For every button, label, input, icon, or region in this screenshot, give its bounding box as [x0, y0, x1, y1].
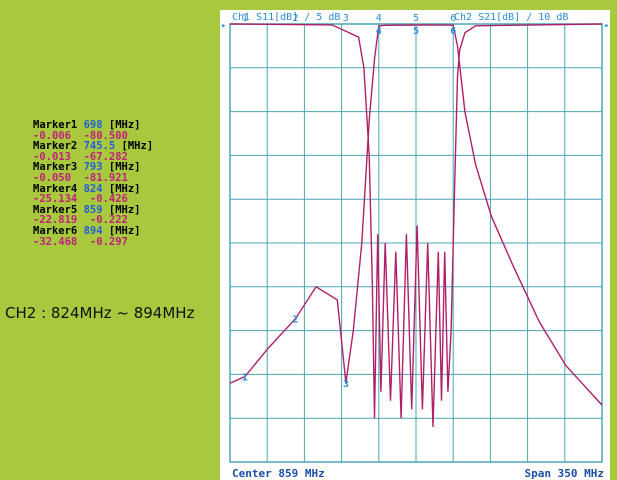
marker-label-6: 6	[450, 26, 456, 37]
trace-s11	[230, 23, 602, 428]
marker-value-s21: -0.297	[89, 235, 128, 248]
marker-top-label-6: 6	[450, 13, 456, 24]
marker-unit: [MHz]	[121, 140, 154, 153]
marker-unit: [MHz]	[108, 224, 141, 237]
marker-value-s11: -22.819	[33, 214, 78, 227]
marker-unit: [MHz]	[108, 203, 141, 216]
marker-unit: [MHz]	[108, 161, 141, 174]
marker-value-s11: -0.006	[33, 129, 71, 142]
reference-marker-left: ▸	[221, 21, 226, 31]
marker-readout-4: Marker4 824 [MHz] -25.134 -0.426	[33, 182, 213, 206]
span-label: Span 350 MHz	[524, 467, 604, 480]
marker-frequency: 859	[83, 203, 103, 216]
marker-unit: [MHz]	[108, 119, 141, 131]
marker-top-label-2: 2	[292, 13, 298, 24]
marker-value-s21: -67.282	[83, 150, 128, 163]
marker-readout-3: Marker3 793 [MHz] -0.050 -81.921	[33, 162, 213, 183]
marker-frequency: 698	[83, 119, 103, 131]
band-label: CH2 : 824MHz ~ 894MHz	[5, 304, 195, 322]
vna-plot: ▸ ◂ 1 1 2 2 3 3 4 4 5 5 6 6	[221, 13, 608, 463]
marker-name: Marker3	[33, 161, 78, 174]
marker-label-3: 3	[343, 379, 349, 390]
marker-readout-2: Marker2 745.5 [MHz] -0.013 -67.282	[33, 141, 213, 162]
marker-unit: [MHz]	[108, 182, 141, 195]
marker-readout-panel: Marker1 698 [MHz] -0.006 -80.500 Marker2…	[33, 120, 213, 247]
marker-readout-6: Marker6 894 [MHz] -32.468 -0.297	[33, 226, 213, 247]
marker-label-5: 5	[413, 26, 419, 37]
marker-frequency: 793	[83, 161, 103, 174]
marker-readout-1: Marker1 698 [MHz] -0.006 -80.500	[33, 120, 213, 141]
marker-frequency: 745.5	[83, 140, 116, 153]
trace-s21	[230, 24, 602, 406]
marker-name: Marker5	[33, 203, 78, 216]
grid-border	[229, 23, 603, 463]
marker-value-s11: -0.013	[33, 150, 71, 163]
marker-name: Marker1	[33, 119, 78, 131]
marker-top-label-5: 5	[413, 13, 419, 24]
marker-name: Marker6	[33, 224, 78, 237]
ch2-header: Ch2 S21[dB] / 10 dB	[454, 12, 569, 23]
marker-value-s21: -80.500	[83, 129, 128, 142]
marker-value-s11: -32.468	[33, 235, 78, 248]
marker-name: Marker4	[33, 182, 78, 195]
marker-top-label-1: 1	[242, 13, 248, 24]
marker-value-s21: -81.921	[83, 171, 128, 184]
marker-name: Marker2	[33, 140, 78, 153]
marker-frequency: 894	[83, 224, 103, 237]
marker-top-label-4: 4	[376, 13, 382, 24]
marker-label-2: 2	[292, 315, 298, 326]
marker-value-s21: -0.426	[89, 193, 128, 206]
center-frequency-label: Center 859 MHz	[232, 467, 325, 480]
marker-label-1: 1	[242, 373, 248, 384]
marker-value-s11: -25.134	[33, 193, 78, 206]
marker-label-4: 4	[376, 26, 382, 37]
marker-top-label-3: 3	[343, 13, 349, 24]
ch1-header: Ch1 S11[dB] / 5 dB	[232, 12, 341, 23]
vna-screen: ▸ ◂ 1 1 2 2 3 3 4 4 5 5 6 6 Ch1 S11[dB] / 5 dB Ch2 S2…	[220, 10, 610, 480]
marker-value-s11: -0.050	[33, 171, 71, 184]
reference-marker-right: ◂	[603, 21, 608, 31]
marker-frequency: 824	[83, 182, 103, 195]
marker-readout-5: Marker5 859 [MHz] -22.819 -0.222	[33, 203, 213, 227]
marker-value-s21: -0.222	[89, 214, 128, 227]
